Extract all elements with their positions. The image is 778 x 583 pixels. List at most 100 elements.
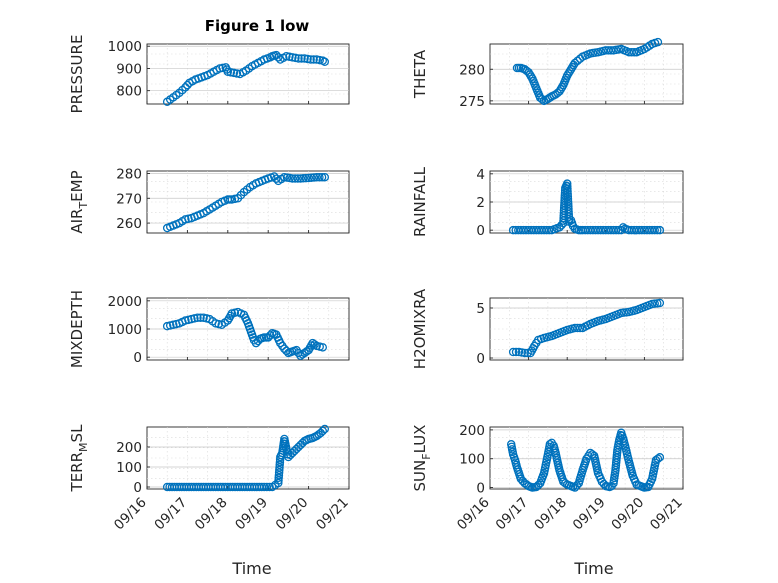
y-tick-label: 270 (116, 191, 142, 207)
data-point (293, 174, 303, 183)
data-point (193, 313, 202, 322)
subplot-1: 800 900 1000 PRESSURE (68, 35, 350, 113)
y-tick-label: 275 (459, 94, 485, 110)
data-point (653, 454, 663, 463)
data-point (301, 173, 311, 183)
x-tick-label: 09/21 (647, 495, 686, 534)
data-series (506, 428, 665, 492)
data-point (282, 51, 291, 61)
subplot-8: 0 100 200 09/16 09/17 09/18 09/19 09/20 09/21 SUN… (411, 423, 686, 533)
y-tick-label: 100 (116, 460, 142, 476)
data-point (290, 174, 300, 183)
data-point (653, 37, 663, 47)
data-point (317, 172, 327, 182)
data-series (162, 307, 327, 361)
y-tick-label: 280 (116, 166, 142, 182)
data-point (285, 52, 294, 62)
y-tick-label: 200 (459, 423, 485, 439)
data-point (627, 47, 636, 57)
data-point (297, 54, 306, 63)
x-tick-label: 09/20 (608, 495, 647, 534)
data-point (303, 54, 312, 64)
y-axis-label: RAINFALL (411, 166, 429, 237)
data-point (655, 298, 665, 308)
data-point (300, 54, 309, 63)
data-point (573, 323, 582, 333)
y-axis-label: MIXDEPTH (68, 290, 86, 368)
data-point (320, 57, 330, 67)
data-point (272, 174, 281, 183)
data-point (655, 225, 665, 235)
data-point (315, 172, 324, 182)
data-point (288, 53, 297, 62)
y-tick-label: 1000 (108, 322, 142, 338)
y-axis-label: H2OMIXRA (411, 288, 429, 369)
data-point (196, 313, 205, 322)
y-tick-label: 800 (116, 84, 142, 100)
data-point (265, 331, 275, 340)
data-point (573, 56, 582, 66)
data-point (572, 481, 582, 490)
data-point (315, 55, 324, 65)
data-series (162, 424, 330, 492)
y-tick-label: 0 (133, 480, 142, 496)
x-tick-label: 09/21 (313, 495, 352, 534)
subplot-6: 0 5 H2OMIXRA (411, 288, 684, 369)
subplot-7: 0 100 200 09/16 09/17 09/18 09/19 09/20 09/21 TER… (68, 424, 352, 533)
data-point (523, 348, 532, 358)
data-point (291, 53, 300, 63)
data-point (312, 55, 321, 64)
y-tick-label: 100 (459, 452, 485, 468)
y-tick-label: 5 (476, 301, 485, 317)
y-tick-label: 0 (476, 351, 485, 367)
data-series (508, 298, 665, 358)
y-tick-label: 2000 (108, 294, 142, 310)
x-tick-label: 09/16 (111, 495, 150, 534)
x-tick-label: 09/17 (493, 495, 532, 534)
data-point (309, 173, 319, 182)
data-point (226, 68, 236, 77)
y-tick-label: 0 (133, 350, 142, 366)
y-tick-label: 0 (476, 223, 485, 239)
data-point (511, 347, 521, 357)
data-series (512, 37, 663, 106)
x-tick-label: 09/20 (273, 495, 312, 534)
y-tick-label: 4 (476, 167, 485, 183)
x-tick-label: 09/18 (531, 495, 570, 534)
x-axis-label-right: Time (573, 559, 613, 578)
x-axis-label-left: Time (231, 559, 271, 578)
data-point (611, 225, 621, 235)
data-point (318, 343, 327, 352)
y-tick-label: 2 (476, 195, 485, 211)
x-tick-label: 09/18 (192, 495, 231, 534)
data-point (653, 225, 662, 235)
x-tick-label: 09/19 (232, 495, 271, 534)
data-point (288, 174, 297, 183)
data-point (304, 173, 313, 183)
data-point (306, 55, 315, 64)
data-point (318, 426, 327, 436)
x-tick-label: 09/19 (570, 495, 609, 534)
y-tick-label: 1000 (108, 39, 142, 55)
y-tick-label: 200 (116, 440, 142, 456)
x-tick-label: 09/16 (454, 495, 493, 534)
y-axis-label: SUNFLUX (411, 425, 433, 492)
data-point (309, 55, 318, 64)
y-axis-label: AIRTEMP (68, 170, 90, 233)
data-point (310, 340, 319, 349)
data-point (223, 67, 233, 77)
data-point (296, 174, 305, 183)
figure-title: Figure 1 low (205, 17, 310, 35)
data-point (544, 225, 554, 235)
data-point (259, 482, 269, 492)
data-point (570, 58, 580, 68)
data-point (575, 323, 585, 333)
data-point (294, 54, 303, 63)
x-tick-label: 09/17 (151, 495, 190, 534)
data-series (162, 50, 330, 107)
subplot-4: 0 2 4 RAINFALL (411, 166, 684, 239)
data-point (229, 68, 239, 78)
y-tick-label: 260 (116, 216, 142, 232)
y-tick-label: 280 (459, 62, 485, 78)
